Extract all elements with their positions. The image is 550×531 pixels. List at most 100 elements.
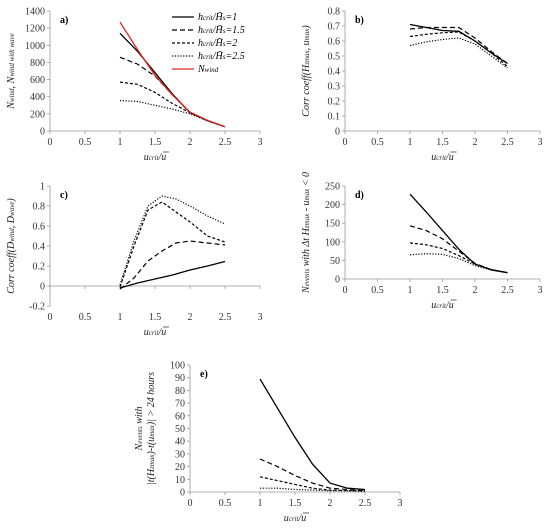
y-tick-label: 0.5 bbox=[328, 52, 341, 63]
y-tick-label: 0 bbox=[40, 282, 45, 293]
y-tick-label: 30 bbox=[175, 449, 185, 460]
legend-entry: hcrit/H̄s=2.5 bbox=[198, 50, 245, 62]
x-tick-label: 1 bbox=[118, 312, 123, 323]
series-line-c-3 bbox=[119, 201, 226, 288]
x-axis-label: ucrit/u bbox=[144, 152, 167, 163]
series-line-c-1 bbox=[119, 260, 226, 289]
series-line-e-4 bbox=[260, 487, 366, 492]
panel-letter: e) bbox=[200, 369, 208, 380]
x-tick-label: 2 bbox=[473, 137, 478, 148]
x-tick-label: 1.5 bbox=[149, 312, 162, 323]
chart-panel-a: 0 200 400 600 800 1000 1200 1400 0 0.5 1 1.5 2 2.5 3 a)… bbox=[6, 7, 263, 164]
x-tick-label: 2 bbox=[188, 312, 193, 323]
y-axis-label: Nevents with Δt Hzmax - umax < 0 bbox=[301, 172, 312, 294]
panel-letter: c) bbox=[60, 190, 68, 201]
y-axis-label: Corr coeff(Dwind, Dwave) bbox=[6, 198, 17, 294]
series-line-b-3 bbox=[409, 31, 508, 67]
x-tick-label: 2 bbox=[473, 285, 478, 296]
y-tick-label: 80 bbox=[175, 386, 185, 397]
y-tick-label: 20 bbox=[175, 462, 185, 473]
x-tick-label: 2.5 bbox=[219, 137, 232, 148]
x-tick-label: 1.5 bbox=[289, 498, 302, 509]
y-tick-label: 100 bbox=[325, 237, 340, 248]
legend: hcrit/H̄s=1hcrit/H̄s=1.5hcrit/H̄s=2hcrit… bbox=[172, 11, 245, 75]
chart-panel-d: 0 50 100 150 200 250 0 0.5 1 1.5 2 2.5 3 d) ucrit/u Nev… bbox=[301, 172, 543, 311]
y-tick-label: 50 bbox=[330, 256, 340, 267]
panel-letter: d) bbox=[355, 190, 364, 201]
y-axis-label-line2: |t(Hzmax)-t(umax)| > 24 hours bbox=[146, 372, 157, 485]
y-tick-label: 0 bbox=[335, 127, 340, 138]
x-tick-label: 0.5 bbox=[219, 498, 232, 509]
x-tick-label: 1.5 bbox=[436, 285, 449, 296]
x-tick-label: 1 bbox=[408, 285, 413, 296]
y-tick-label: 50 bbox=[175, 424, 185, 435]
y-tick-label: 40 bbox=[175, 437, 185, 448]
y-tick-label: 0.8 bbox=[33, 202, 46, 213]
x-tick-label: 3 bbox=[538, 285, 543, 296]
x-tick-label: 0 bbox=[188, 498, 193, 509]
legend-entry: hcrit/H̄s=1.5 bbox=[198, 24, 245, 36]
series-line-d-1 bbox=[409, 193, 508, 274]
series-line-e-2 bbox=[259, 458, 366, 492]
y-tick-label: 0.3 bbox=[328, 82, 341, 93]
y-tick-label: 0.1 bbox=[328, 112, 341, 123]
y-tick-label: 400 bbox=[30, 92, 45, 103]
series-line-a-3 bbox=[119, 81, 226, 128]
series-line-e-3 bbox=[259, 476, 365, 492]
x-tick-label: 1 bbox=[258, 498, 263, 509]
x-tick-label: 2.5 bbox=[219, 312, 232, 323]
legend-entry: Nwind bbox=[197, 64, 219, 75]
y-tick-label: 1000 bbox=[25, 41, 45, 52]
panel-letter: a) bbox=[60, 15, 68, 26]
y-tick-label: -0.2 bbox=[29, 302, 45, 313]
y-tick-label: 0.6 bbox=[328, 37, 341, 48]
y-tick-label: 0.4 bbox=[33, 242, 46, 253]
x-tick-label: 0.5 bbox=[371, 285, 384, 296]
series-line-c-2 bbox=[119, 240, 226, 290]
legend-entry: hcrit/H̄s=1 bbox=[198, 11, 237, 23]
y-tick-label: 0.6 bbox=[33, 222, 46, 233]
y-tick-label: 100 bbox=[170, 361, 185, 372]
x-tick-label: 0.5 bbox=[79, 137, 92, 148]
x-tick-label: 2.5 bbox=[501, 285, 514, 296]
y-tick-label: 0.2 bbox=[328, 97, 341, 108]
y-tick-label: 1400 bbox=[25, 7, 45, 18]
x-tick-label: 0 bbox=[343, 285, 348, 296]
series-line-e-1 bbox=[259, 378, 366, 491]
y-tick-label: 0.2 bbox=[33, 262, 46, 273]
series-line-b-4 bbox=[409, 37, 508, 69]
y-tick-label: 10 bbox=[175, 475, 185, 486]
x-tick-label: 3 bbox=[258, 137, 263, 148]
y-tick-label: 200 bbox=[325, 200, 340, 211]
x-tick-label: 3 bbox=[258, 312, 263, 323]
x-tick-label: 2 bbox=[188, 137, 193, 148]
y-tick-label: 0.4 bbox=[328, 67, 341, 78]
chart-panel-c: -0.200.20.40.60.810 0.5 1 1.5 2 2.5 3c)ucrit/u… bbox=[6, 182, 263, 339]
series-line-b-1 bbox=[409, 23, 508, 65]
y-tick-label: 200 bbox=[30, 109, 45, 120]
x-axis-label: ucrit/u bbox=[144, 327, 167, 338]
x-tick-label: 2.5 bbox=[501, 137, 514, 148]
y-tick-label: 0 bbox=[180, 488, 185, 499]
y-tick-label: 70 bbox=[175, 399, 185, 410]
x-tick-label: 0 bbox=[48, 137, 53, 148]
y-tick-label: 800 bbox=[30, 58, 45, 69]
y-tick-label: 0 bbox=[335, 275, 340, 286]
x-tick-label: 0 bbox=[48, 312, 53, 323]
x-tick-label: 0.5 bbox=[79, 312, 92, 323]
x-tick-label: 1 bbox=[118, 137, 123, 148]
y-tick-label: 0 bbox=[40, 127, 45, 138]
x-tick-label: 3 bbox=[538, 137, 543, 148]
x-axis-label: ucrit/u bbox=[431, 152, 454, 163]
series-line-b-2 bbox=[409, 26, 508, 64]
y-tick-label: 0.7 bbox=[328, 22, 341, 33]
series-line-d-3 bbox=[409, 242, 508, 274]
y-axis-label: Corr coeff(Hzmax, umax) bbox=[301, 25, 312, 117]
series-line-a-4 bbox=[119, 100, 226, 128]
y-tick-label: 0.8 bbox=[328, 7, 341, 18]
x-tick-label: 3 bbox=[398, 498, 403, 509]
y-tick-label: 600 bbox=[30, 75, 45, 86]
x-axis-label: ucrit/u bbox=[431, 300, 454, 311]
